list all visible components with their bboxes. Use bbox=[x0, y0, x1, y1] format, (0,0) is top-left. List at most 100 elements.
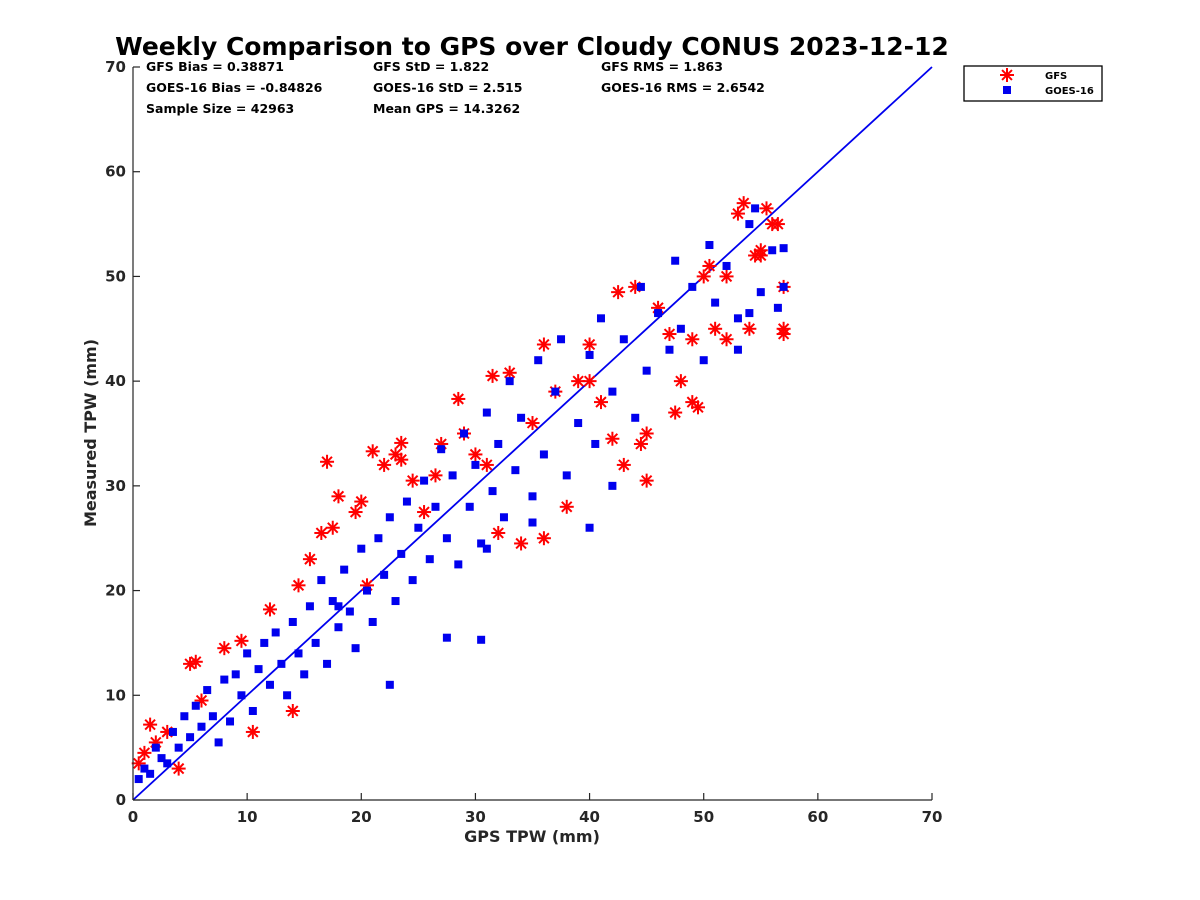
gfs-point-stroke bbox=[526, 417, 539, 429]
goes16-point bbox=[283, 691, 292, 700]
goes16-point bbox=[488, 487, 497, 496]
goes16-point bbox=[151, 743, 160, 752]
goes16-point bbox=[699, 356, 708, 365]
gfs-point-stroke bbox=[287, 705, 299, 717]
y-tick-label: 30 bbox=[105, 477, 126, 495]
gfs-point-stroke bbox=[218, 642, 230, 654]
goes16-point bbox=[311, 638, 320, 647]
goes16-point bbox=[517, 413, 526, 422]
goes16-point bbox=[243, 649, 252, 658]
gfs-point bbox=[611, 285, 626, 300]
stat-gfs-std: GFS StD = 1.822 bbox=[373, 59, 489, 74]
goes16-point bbox=[499, 513, 508, 522]
goes16-point bbox=[722, 261, 731, 270]
goes16-point bbox=[254, 665, 263, 674]
goes16-point bbox=[186, 733, 195, 742]
goes16-point bbox=[751, 204, 760, 213]
y-tick-label: 0 bbox=[116, 791, 126, 809]
gfs-point-stroke bbox=[469, 448, 482, 461]
gfs-point bbox=[559, 499, 574, 514]
goes16-point bbox=[226, 717, 235, 726]
goes16-point bbox=[368, 617, 377, 626]
goes16-point bbox=[528, 492, 537, 501]
gfs-point-stroke bbox=[190, 656, 202, 668]
y-axis-label: Measured TPW (mm) bbox=[81, 339, 100, 527]
goes16-point bbox=[431, 502, 440, 511]
gfs-point bbox=[331, 489, 346, 504]
goes16-point bbox=[773, 303, 782, 312]
gfs-point-stroke bbox=[698, 270, 710, 283]
goes16-point bbox=[385, 513, 394, 522]
goes16-point bbox=[511, 466, 520, 475]
plot-area bbox=[131, 66, 933, 801]
goes16-point bbox=[733, 314, 742, 323]
gfs-point-stroke bbox=[406, 474, 419, 487]
gfs-point-stroke bbox=[669, 406, 681, 419]
goes16-point bbox=[654, 309, 663, 318]
gfs-point-stroke bbox=[292, 579, 305, 591]
goes16-point bbox=[397, 549, 406, 558]
y-tick-label: 20 bbox=[105, 582, 126, 600]
gfs-point-stroke bbox=[686, 396, 698, 408]
goes16-point bbox=[768, 246, 777, 255]
gfs-point bbox=[582, 337, 597, 352]
gfs-point bbox=[776, 321, 791, 336]
goes16-point bbox=[551, 387, 560, 396]
gfs-point-stroke bbox=[583, 375, 596, 387]
goes16-point bbox=[442, 534, 451, 543]
stats-box: GFS Bias = 0.38871 GFS StD = 1.822 GFS R… bbox=[146, 59, 765, 116]
goes16-point bbox=[305, 602, 314, 611]
goes16-point bbox=[277, 659, 286, 668]
gfs-point bbox=[708, 321, 723, 336]
gfs-point-stroke bbox=[663, 328, 676, 340]
x-axis-label: GPS TPW (mm) bbox=[464, 827, 600, 846]
y-tick-label: 60 bbox=[105, 163, 126, 181]
goes16-point bbox=[756, 288, 765, 297]
goes16-point bbox=[608, 387, 617, 396]
goes16-point bbox=[237, 691, 246, 700]
goes16-point bbox=[619, 335, 628, 344]
gfs-point-stroke bbox=[304, 553, 316, 565]
goes16-point bbox=[676, 324, 685, 333]
goes16-point bbox=[414, 523, 423, 532]
gfs-point bbox=[394, 452, 409, 467]
x-tick-label: 0 bbox=[128, 808, 138, 826]
legend-gfs-asterisk-stroke bbox=[1001, 69, 1013, 81]
stat-gfs-bias: GFS Bias = 0.38871 bbox=[146, 59, 284, 74]
gfs-point-stroke bbox=[772, 218, 784, 230]
goes16-point bbox=[380, 570, 389, 579]
gfs-point bbox=[137, 745, 152, 760]
goes16-point bbox=[636, 282, 645, 291]
gfs-point bbox=[217, 641, 232, 656]
gfs-point-stroke bbox=[355, 495, 367, 508]
legend-goes-marker bbox=[1003, 86, 1011, 94]
goes16-point bbox=[300, 670, 309, 679]
goes16-point bbox=[711, 298, 720, 307]
goes16-point bbox=[351, 644, 360, 653]
stat-goes-bias: GOES-16 Bias = -0.84826 bbox=[146, 80, 323, 95]
gfs-point-stroke bbox=[349, 506, 362, 518]
gfs-point bbox=[514, 536, 529, 551]
x-tick-label: 20 bbox=[351, 808, 372, 826]
gfs-point bbox=[405, 473, 420, 488]
goes16-point bbox=[705, 241, 714, 250]
legend-gfs-asterisk bbox=[1000, 68, 1014, 82]
gfs-point-stroke bbox=[538, 338, 550, 351]
gfs-point bbox=[291, 578, 306, 593]
goes16-point bbox=[733, 345, 742, 354]
gfs-point-stroke bbox=[144, 718, 156, 731]
reference-line bbox=[132, 66, 933, 801]
x-tick-label: 60 bbox=[807, 808, 828, 826]
gfs-point bbox=[417, 505, 432, 520]
x-tick-label: 10 bbox=[237, 808, 258, 826]
gfs-point bbox=[673, 374, 688, 389]
gfs-point bbox=[616, 457, 631, 472]
goes16-point bbox=[494, 439, 503, 448]
gfs-point bbox=[685, 332, 700, 347]
goes16-point bbox=[197, 722, 206, 731]
goes16-point bbox=[134, 775, 143, 784]
stat-mean-gps: Mean GPS = 14.3262 bbox=[373, 101, 520, 116]
goes16-point bbox=[482, 408, 491, 417]
gfs-point bbox=[188, 654, 203, 669]
gfs-point-stroke bbox=[315, 527, 327, 539]
